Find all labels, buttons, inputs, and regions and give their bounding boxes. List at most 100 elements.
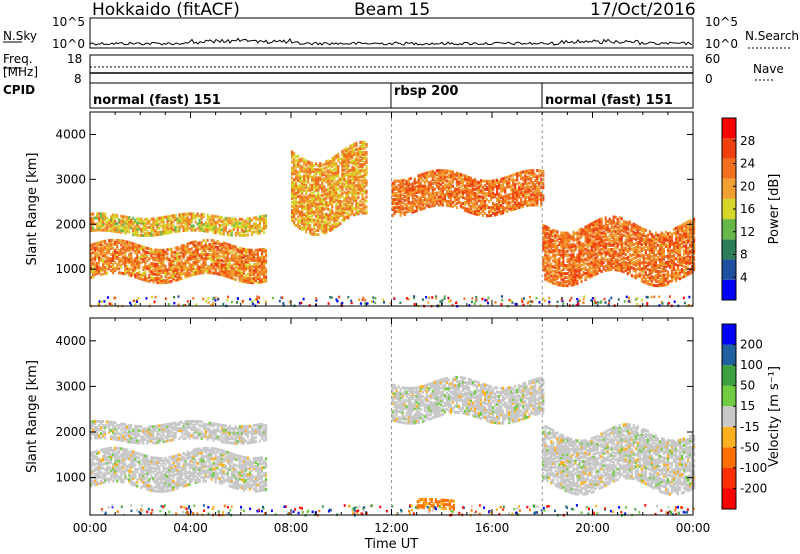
echo-cell — [465, 179, 469, 183]
echo-cell — [554, 262, 557, 265]
echo-cell — [650, 245, 653, 248]
echo-cell — [120, 257, 123, 261]
echo-cell — [403, 188, 406, 192]
echo-cell — [234, 253, 237, 257]
echo-cell — [427, 181, 430, 184]
echo-cell — [254, 265, 257, 268]
echo-cell — [228, 217, 231, 221]
echo-cell — [317, 208, 320, 212]
echo-cell — [202, 223, 205, 227]
echo-cell — [542, 172, 545, 175]
cpid-segment-1: normal (fast) 151 — [93, 93, 221, 108]
echo-cell — [471, 179, 475, 183]
echo-cell — [359, 173, 362, 177]
echo-cell — [293, 178, 296, 182]
echo-cell — [618, 250, 621, 254]
echo-cell — [188, 268, 191, 272]
echo-cell — [250, 256, 253, 260]
echo-cell — [299, 212, 302, 216]
echo-cell — [516, 206, 519, 210]
echo-cell — [604, 234, 607, 238]
echo-cell — [347, 212, 350, 216]
echo-cell — [208, 242, 211, 246]
echo-cell — [208, 226, 211, 230]
echo-cell — [256, 272, 259, 276]
echo-cell — [242, 249, 245, 253]
echo-cell — [325, 180, 328, 184]
echo-cell — [475, 210, 479, 214]
echo-cell — [427, 187, 430, 191]
echo-cell — [327, 223, 330, 227]
echo-cell — [295, 217, 298, 221]
echo-cell — [224, 224, 227, 228]
echo-cell — [552, 245, 555, 249]
echo-cell — [558, 253, 561, 257]
echo-cell — [335, 174, 338, 178]
echo-cell — [510, 200, 513, 204]
echo-cell — [658, 274, 661, 278]
echo-cell — [142, 227, 145, 231]
echo-cell — [522, 186, 525, 190]
echo-cell — [640, 249, 643, 253]
echo-cell — [100, 244, 103, 248]
echo-cell — [574, 258, 577, 262]
echo-cell — [391, 187, 394, 191]
echo-cell — [586, 228, 589, 232]
echo-cell — [305, 226, 308, 230]
echo-cell — [164, 215, 167, 219]
echo-cell — [248, 227, 251, 231]
echo-cell — [305, 183, 308, 187]
echo-cell — [429, 198, 432, 202]
echo-cell — [552, 255, 555, 259]
echo-cell — [482, 195, 485, 199]
echo-cell — [490, 183, 493, 187]
echo-cell — [490, 185, 493, 189]
echo-cell — [90, 216, 93, 220]
echo-cell — [363, 199, 366, 203]
echo-cell — [516, 188, 519, 192]
echo-cell — [355, 152, 358, 155]
echo-cell — [357, 165, 360, 169]
echo-cell — [291, 194, 294, 198]
echo-cell — [546, 270, 549, 274]
echo-cell — [634, 268, 637, 272]
echo-cell — [640, 228, 643, 232]
echo-band — [90, 238, 268, 285]
echo-cell — [596, 245, 599, 249]
nsearch-tick-hi: 10^5 — [705, 15, 738, 29]
echo-cell — [297, 207, 300, 211]
echo-cell — [256, 227, 259, 231]
echo-cell — [182, 246, 185, 249]
echo-cell — [309, 173, 312, 177]
echo-cell — [116, 253, 119, 256]
echo-cell — [572, 252, 575, 256]
echo-cell — [648, 272, 651, 276]
echo-cell — [494, 183, 497, 187]
echo-cell — [120, 251, 123, 255]
echo-cell — [407, 177, 410, 181]
echo-cell — [471, 189, 475, 193]
echo-cell — [514, 201, 517, 205]
echo-cell — [423, 184, 426, 188]
echo-cell — [618, 236, 621, 240]
echo-cell — [210, 267, 213, 271]
echo-cell — [246, 258, 249, 262]
echo-cell — [144, 252, 147, 256]
echo-cell — [592, 259, 595, 263]
echo-cell — [164, 268, 167, 272]
echo-cell — [359, 179, 362, 183]
echo-cell — [90, 226, 93, 230]
echo-cell — [560, 249, 563, 253]
echo-cell — [562, 257, 565, 261]
echo-cell — [146, 255, 149, 258]
echo-cell — [216, 256, 219, 260]
echo-cell — [224, 226, 227, 230]
echo-cell — [216, 242, 219, 245]
echo-cell — [532, 171, 535, 175]
echo-cell — [313, 170, 316, 174]
echo-cell — [351, 173, 354, 177]
echo-cell — [299, 194, 302, 198]
echo-cell — [548, 251, 551, 255]
echo-cell — [100, 224, 103, 228]
echo-cell — [441, 173, 444, 177]
